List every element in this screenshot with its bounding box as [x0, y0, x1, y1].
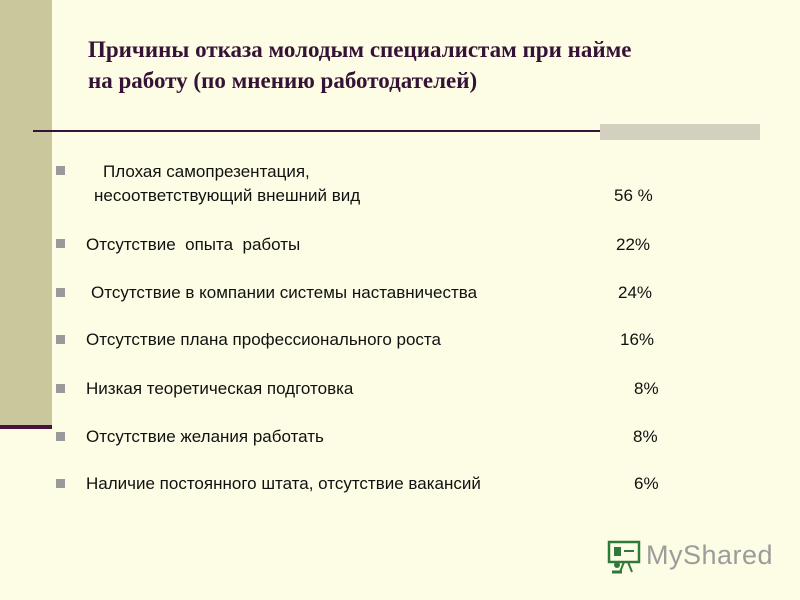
left-decor-band [0, 0, 52, 428]
bullet-icon [56, 166, 65, 175]
title-divider-accent [600, 124, 760, 140]
teacher-board-icon [607, 540, 641, 574]
bullet-icon [56, 384, 65, 393]
item-label: Отсутствие опыта работы [86, 235, 301, 254]
bullet-icon [56, 479, 65, 488]
bullet-icon [56, 432, 65, 441]
item-label-continued: несоответствующий внешний вид [94, 186, 361, 205]
item-value: 8% [633, 427, 658, 446]
item-label: Наличие постоянного штата, отсутствие ва… [86, 474, 481, 493]
slide-title-line1: Причины отказа молодым специалистам при … [88, 37, 632, 62]
item-label: Отсутствие в компании системы наставниче… [91, 283, 478, 302]
slide-title: Причины отказа молодым специалистам при … [88, 34, 768, 96]
bullet-icon [56, 335, 65, 344]
item-value: 24% [618, 283, 653, 302]
item-label: Плохая самопрезентация, [103, 162, 310, 181]
item-label: Низкая теоретическая подготовка [86, 379, 354, 398]
item-value: 22% [616, 235, 651, 254]
item-value: 8% [634, 379, 659, 398]
bullet-icon [56, 239, 65, 248]
item-value: 6% [634, 474, 659, 493]
title-divider [33, 130, 760, 132]
bullet-icon [56, 288, 65, 297]
slide-title-line2: на работу (по мнению работодателей) [88, 68, 478, 93]
item-value: 56 % [614, 186, 653, 205]
myshared-logo: MyShared [606, 536, 776, 576]
logo-text: MyShared [646, 540, 774, 570]
item-label: Отсутствие плана профессионального роста [86, 330, 441, 349]
item-value: 16% [620, 330, 655, 349]
item-label: Отсутствие желания работать [86, 427, 324, 446]
left-decor-underline [0, 425, 52, 429]
